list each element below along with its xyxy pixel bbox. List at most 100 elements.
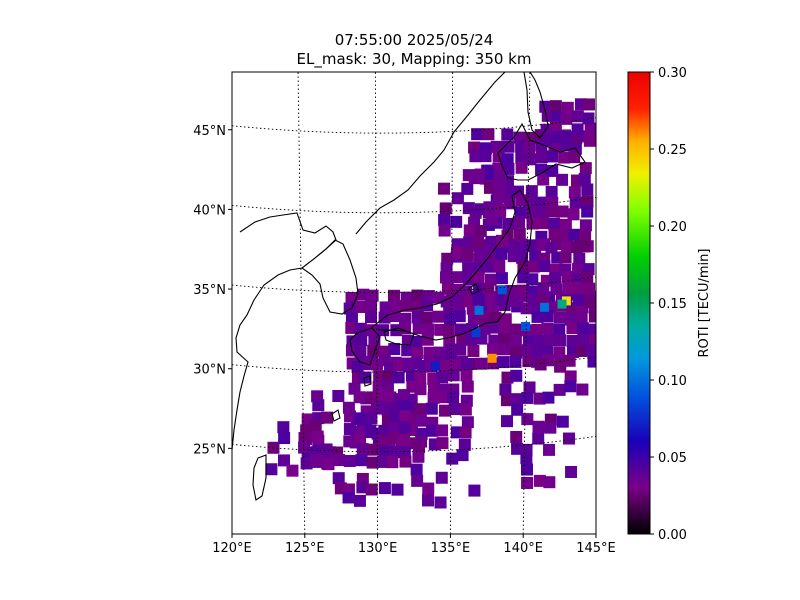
roti-cell	[503, 240, 516, 253]
roti-cell	[544, 421, 557, 434]
roti-cell	[412, 441, 425, 454]
roti-cell	[501, 128, 514, 141]
roti-cell	[516, 284, 529, 297]
roti-cell	[412, 450, 425, 463]
roti-cell	[414, 383, 427, 396]
roti-cell	[575, 311, 588, 324]
roti-cell	[376, 402, 389, 415]
roti-hotspot	[474, 305, 484, 315]
roti-cell	[563, 432, 576, 445]
roti-cell	[553, 346, 566, 359]
roti-cell	[382, 370, 395, 383]
roti-cell	[365, 311, 378, 324]
roti-cell	[463, 224, 476, 237]
roti-cell	[472, 271, 485, 284]
roti-cell	[320, 443, 333, 456]
roti-cell	[510, 369, 523, 382]
roti-cell	[566, 334, 579, 347]
roti-cell	[597, 134, 609, 146]
colorbar-tick-label: 0.00	[658, 528, 687, 543]
roti-cell	[561, 101, 574, 114]
roti-cell	[471, 128, 484, 141]
roti-cell	[510, 430, 523, 443]
roti-cell	[583, 296, 596, 309]
roti-cell	[414, 371, 427, 384]
roti-cell	[564, 380, 577, 393]
roti-cell	[451, 192, 464, 205]
coast-kyushu	[349, 327, 381, 366]
roti-cell	[531, 310, 544, 323]
roti-cell	[427, 380, 440, 393]
roti-cell	[377, 455, 390, 468]
roti-cell	[426, 424, 439, 437]
roti-cell	[388, 310, 401, 323]
roti-cell	[412, 322, 425, 335]
lat-tick-label: 30°N	[193, 363, 226, 378]
colorbar-tick-label: 0.05	[658, 451, 687, 466]
roti-cell	[588, 323, 596, 336]
roti-cell	[442, 324, 455, 337]
roti-cell	[541, 310, 554, 323]
roti-cell	[545, 205, 558, 218]
roti-cell	[353, 494, 366, 507]
roti-cell	[378, 482, 391, 495]
roti-cell	[440, 271, 453, 284]
roti-cell	[475, 357, 488, 370]
roti-cell	[355, 301, 368, 314]
roti-cell	[469, 150, 482, 163]
roti-cell	[521, 476, 534, 489]
roti-cell	[543, 476, 556, 489]
roti-cell	[388, 343, 401, 356]
colorbar-tick-label: 0.25	[658, 143, 687, 158]
roti-cell	[333, 454, 346, 467]
roti-cell	[494, 204, 507, 217]
roti-cell	[537, 173, 550, 186]
roti-cell	[433, 346, 446, 359]
roti-cell	[511, 442, 524, 455]
roti-cell	[502, 162, 515, 175]
roti-cell	[511, 403, 524, 416]
lon-tick-label: 140°E	[503, 541, 543, 556]
roti-cell	[532, 432, 545, 445]
lat-tick-label: 35°N	[193, 283, 226, 298]
roti-cell	[537, 282, 550, 295]
roti-cell	[517, 261, 530, 274]
coast-sado	[468, 283, 480, 295]
roti-cell	[311, 430, 324, 443]
roti-cell	[461, 247, 474, 260]
roti-cell	[533, 474, 546, 487]
lon-tick-label: 145°E	[576, 541, 616, 556]
roti-cell	[510, 346, 523, 359]
roti-cell	[553, 383, 566, 396]
roti-cell	[538, 260, 551, 273]
roti-cell	[501, 415, 514, 428]
roti-cell	[535, 163, 548, 176]
colorbar-tick-label: 0.30	[658, 66, 687, 81]
roti-cell	[309, 420, 322, 433]
roti-cell	[560, 131, 573, 144]
roti-cell	[436, 437, 449, 450]
roti-cell	[422, 482, 435, 495]
roti-cell	[462, 169, 475, 182]
roti-cell	[453, 310, 466, 323]
roti-cell	[366, 289, 379, 302]
roti-cell	[344, 410, 357, 423]
roti-cell	[565, 465, 578, 478]
roti-cell	[388, 432, 401, 445]
roti-cell	[531, 345, 544, 358]
meridian-line	[374, 72, 379, 534]
roti-cell	[441, 282, 454, 295]
roti-cell	[379, 301, 392, 314]
roti-cell	[365, 324, 378, 337]
roti-cell	[485, 235, 498, 248]
roti-cell	[378, 424, 391, 437]
roti-cell	[497, 356, 510, 369]
roti-cell	[584, 123, 596, 136]
roti-cell	[541, 322, 554, 335]
coast-hokkaido	[497, 122, 586, 181]
roti-cell	[548, 228, 561, 241]
roti-cell	[581, 271, 594, 284]
roti-cell	[531, 323, 544, 336]
roti-cell	[588, 310, 596, 323]
